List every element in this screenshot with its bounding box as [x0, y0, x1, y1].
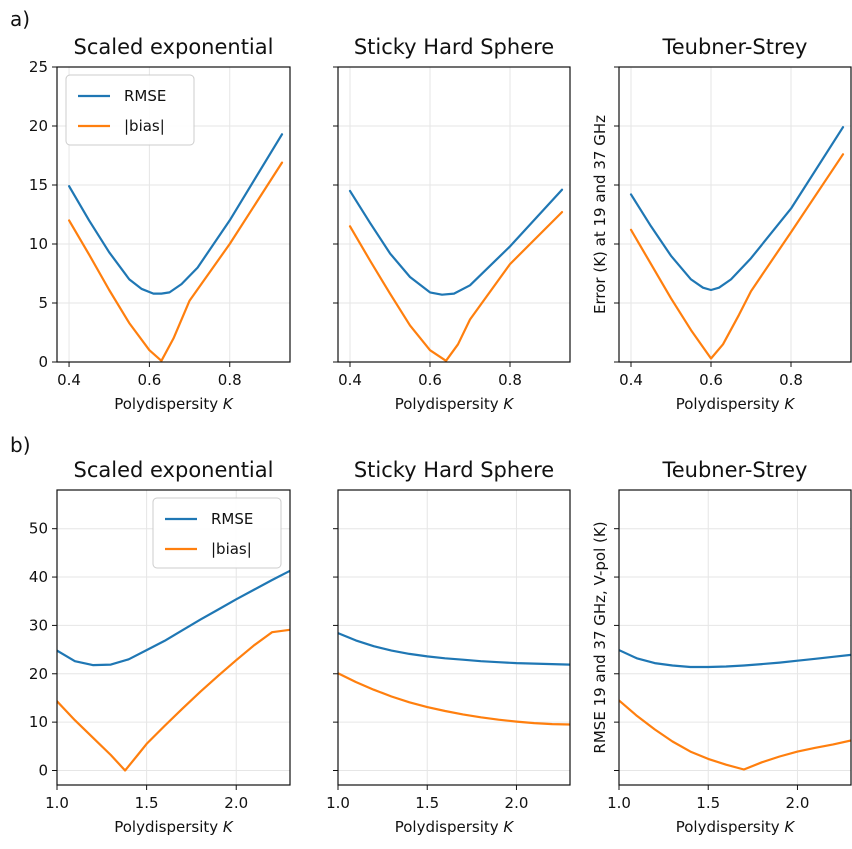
x-tick-label: 0.6 — [418, 371, 442, 389]
plot-frame — [618, 66, 852, 363]
y-tick-label: 10 — [29, 713, 48, 731]
chart-panel-4: 1.0 1.5 2.0 0 10 20 30 40 50 Scaled exponential Po… — [29, 458, 291, 836]
x-tick-label: 2.0 — [786, 794, 810, 812]
x-axis-label: Polydispersity K — [676, 395, 796, 413]
x-tick-label: 1.0 — [326, 794, 350, 812]
x-axis-label: Polydispersity K — [676, 818, 796, 836]
y-tick-label: 20 — [29, 665, 48, 683]
y-tick-label: 30 — [29, 616, 48, 634]
y-tick-label: 50 — [29, 520, 48, 538]
legend-bias-label: |bias| — [211, 540, 252, 558]
panel-title: Scaled exponential — [74, 35, 274, 59]
bias-line — [68, 161, 284, 362]
y-tick-label: 25 — [29, 58, 48, 76]
y-tick-label: 0 — [38, 353, 48, 371]
chart-panel-6: 1.0 1.5 2.0 Teubner-Strey Polydispersity K RM… — [591, 458, 852, 836]
bias-line — [629, 153, 845, 360]
plot-frame — [56, 66, 291, 363]
rmse-line — [68, 133, 284, 295]
x-tick-label: 0.4 — [57, 371, 81, 389]
y-tick-label: 5 — [38, 294, 48, 312]
x-tick-label: 1.5 — [135, 794, 159, 812]
x-tick-label: 2.0 — [505, 794, 529, 812]
rmse-line — [338, 632, 570, 666]
x-tick-label: 1.5 — [696, 794, 720, 812]
chart-panel-5: 1.0 1.5 2.0 Sticky Hard Sphere Polydispersit… — [326, 458, 571, 836]
x-tick-label: 0.8 — [498, 371, 522, 389]
chart-panel-3: 0.4 0.6 0.8 Teubner-Strey Polydispersity K Er… — [591, 35, 852, 413]
panel-title: Teubner-Strey — [661, 458, 807, 482]
x-axis-label: Polydispersity K — [114, 395, 234, 413]
x-tick-label: 2.0 — [224, 794, 248, 812]
panel-title: Scaled exponential — [74, 458, 274, 482]
y-tick-label: 20 — [29, 117, 48, 135]
y-axis-label: Error (K) at 19 and 37 GHz — [591, 115, 609, 314]
bias-line — [619, 699, 851, 771]
x-tick-label: 0.4 — [338, 371, 362, 389]
bias-line — [338, 672, 570, 726]
plot-frame — [56, 489, 291, 786]
x-tick-label: 0.4 — [619, 371, 643, 389]
panel-title: Teubner-Strey — [661, 35, 807, 59]
x-tick-label: 1.0 — [45, 794, 69, 812]
bias-line — [57, 628, 290, 772]
x-tick-label: 0.8 — [218, 371, 242, 389]
y-tick-label: 40 — [29, 568, 48, 586]
legend-bias-label: |bias| — [124, 117, 165, 135]
legend: RMSE |bias| — [152, 497, 282, 569]
y-tick-label: 0 — [38, 761, 48, 779]
plot-frame — [337, 66, 571, 363]
rmse-line — [348, 188, 564, 296]
x-tick-label: 0.6 — [137, 371, 161, 389]
panel-label-a: a) — [10, 7, 30, 31]
x-axis-label: Polydispersity K — [395, 818, 515, 836]
panel-title: Sticky Hard Sphere — [354, 458, 554, 482]
plot-frame — [337, 489, 571, 786]
x-tick-label: 1.0 — [607, 794, 631, 812]
x-axis-label: Polydispersity K — [114, 818, 234, 836]
legend: RMSE |bias| — [65, 74, 195, 146]
x-axis-label: Polydispersity K — [395, 395, 515, 413]
chart-panel-1: 0.4 0.6 0.8 0 5 10 15 20 25 Scaled exponential Pol… — [29, 35, 291, 413]
x-tick-label: 1.5 — [415, 794, 439, 812]
legend-rmse-label: RMSE — [211, 510, 253, 528]
plot-frame — [618, 489, 852, 786]
legend-box — [152, 497, 282, 569]
panel-label-b: b) — [10, 433, 31, 457]
legend-rmse-label: RMSE — [124, 87, 166, 105]
panel-title: Sticky Hard Sphere — [354, 35, 554, 59]
y-tick-label: 15 — [29, 176, 48, 194]
legend-box — [65, 74, 195, 146]
chart-panel-2: 0.4 0.6 0.8 Sticky Hard Sphere Polydispersit… — [333, 35, 571, 413]
x-tick-label: 0.6 — [699, 371, 723, 389]
x-tick-label: 0.8 — [779, 371, 803, 389]
bias-line — [348, 211, 564, 362]
y-tick-label: 10 — [29, 235, 48, 253]
rmse-line — [57, 569, 290, 667]
rmse-line — [629, 126, 845, 292]
y-axis-label: RMSE 19 and 37 GHz, V-pol (K) — [591, 521, 609, 753]
rmse-line — [619, 649, 851, 669]
